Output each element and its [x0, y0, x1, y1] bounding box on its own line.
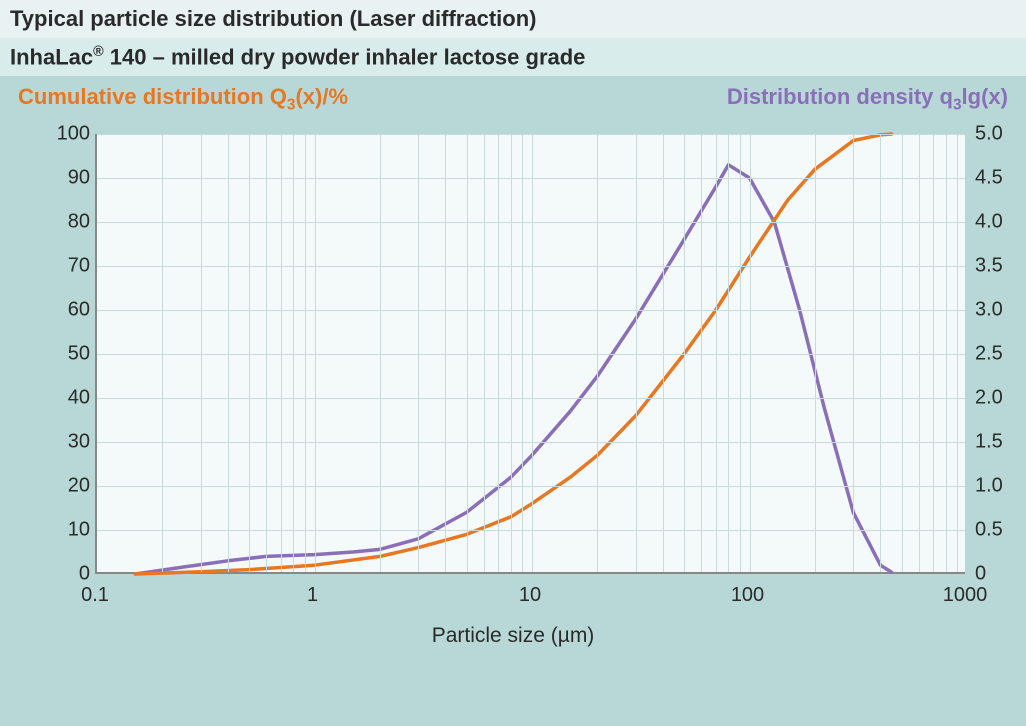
gridline-vertical — [902, 134, 903, 572]
y-left-tick: 60 — [45, 298, 90, 321]
x-tick: 1000 — [943, 584, 988, 607]
gridline-vertical — [162, 134, 163, 572]
gridline-vertical — [728, 134, 729, 572]
x-axis-label: Particle size (µm) — [0, 624, 1026, 648]
y-right-tick: 3.5 — [975, 254, 1015, 277]
gridline-vertical — [946, 134, 947, 572]
y-left-tick: 30 — [45, 430, 90, 453]
gridline-vertical — [853, 134, 854, 572]
x-tick: 0.1 — [81, 584, 109, 607]
gridline-vertical — [716, 134, 717, 572]
gridline-vertical — [484, 134, 485, 572]
plot-region — [95, 134, 965, 574]
gridline-vertical — [511, 134, 512, 572]
chart-area: Particle size (µm) 010203040506070809010… — [0, 119, 1026, 679]
chart-title-1: Typical particle size distribution (Lase… — [0, 0, 1026, 38]
y-left-tick: 90 — [45, 166, 90, 189]
y-left-tick: 40 — [45, 386, 90, 409]
gridline-vertical — [418, 134, 419, 572]
gridline-vertical — [597, 134, 598, 572]
y-right-tick: 2.0 — [975, 386, 1015, 409]
y-right-tick: 1.5 — [975, 430, 1015, 453]
y-left-tick: 50 — [45, 342, 90, 365]
x-tick: 1 — [307, 584, 318, 607]
gridline-vertical — [815, 134, 816, 572]
y-left-tick: 80 — [45, 210, 90, 233]
y-left-tick: 70 — [45, 254, 90, 277]
gridline-vertical — [228, 134, 229, 572]
gridline-vertical — [315, 134, 316, 572]
y-left-tick: 10 — [45, 518, 90, 541]
gridline-vertical — [663, 134, 664, 572]
gridline-vertical — [201, 134, 202, 572]
y-right-tick: 0 — [975, 562, 1015, 585]
gridline-vertical — [957, 134, 958, 572]
gridline-vertical — [636, 134, 637, 572]
gridline-vertical — [498, 134, 499, 572]
gridline-vertical — [522, 134, 523, 572]
gridline-vertical — [467, 134, 468, 572]
y-right-tick: 5.0 — [975, 122, 1015, 145]
y-right-tick: 1.0 — [975, 474, 1015, 497]
gridline-vertical — [919, 134, 920, 572]
y-left-tick: 0 — [45, 562, 90, 585]
gridline-vertical — [750, 134, 751, 572]
gridline-vertical — [281, 134, 282, 572]
y-left-axis-title: Cumulative distribution Q3(x)/% — [18, 84, 348, 114]
gridline-vertical — [740, 134, 741, 572]
gridline-vertical — [266, 134, 267, 572]
y-left-tick: 100 — [45, 122, 90, 145]
y-right-axis-title: Distribution density q3lg(x) — [727, 84, 1008, 114]
chart-title-2: InhaLac® 140 – milled dry powder inhaler… — [0, 38, 1026, 76]
y-right-tick: 2.5 — [975, 342, 1015, 365]
gridline-vertical — [684, 134, 685, 572]
gridline-vertical — [380, 134, 381, 572]
y-right-tick: 3.0 — [975, 298, 1015, 321]
y-right-tick: 0.5 — [975, 518, 1015, 541]
gridline-vertical — [445, 134, 446, 572]
gridline-vertical — [293, 134, 294, 572]
gridline-vertical — [933, 134, 934, 572]
y-right-tick: 4.5 — [975, 166, 1015, 189]
gridline-vertical — [249, 134, 250, 572]
gridline-vertical — [532, 134, 533, 572]
gridline-vertical — [305, 134, 306, 572]
axis-titles-row: Cumulative distribution Q3(x)/% Distribu… — [0, 76, 1026, 118]
gridline-vertical — [880, 134, 881, 572]
x-tick: 100 — [731, 584, 764, 607]
x-tick: 10 — [519, 584, 541, 607]
gridline-vertical — [701, 134, 702, 572]
y-right-tick: 4.0 — [975, 210, 1015, 233]
y-left-tick: 20 — [45, 474, 90, 497]
